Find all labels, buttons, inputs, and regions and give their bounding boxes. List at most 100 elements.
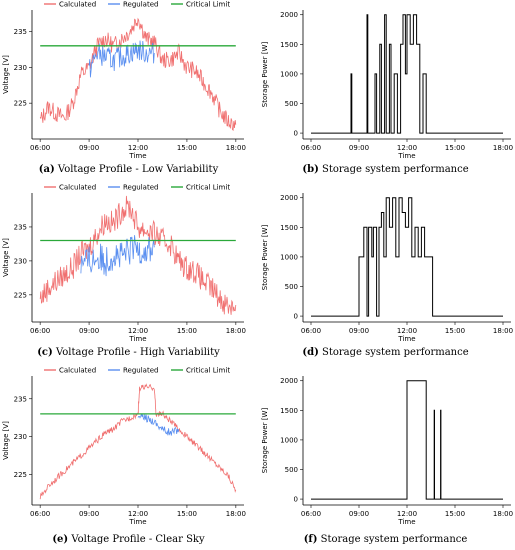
x-tick-label-f-0: 06:00 — [301, 510, 321, 518]
x-tick-label-d-1: 09:00 — [349, 327, 369, 335]
caption-c-text: Voltage Profile - High Variability — [55, 347, 220, 358]
x-tick-label-a-3: 15:00 — [177, 144, 197, 152]
chart-f: 06:00 09:00 12:00 15:00 18:00 0 500 1000 1500 200… — [261, 376, 513, 526]
x-tick-label-e-1: 09:00 — [79, 510, 99, 518]
series-c-regulated — [80, 235, 155, 277]
y-axis-label-f: Storage Power [W] — [261, 408, 269, 474]
x-axis-label-d: Time — [397, 335, 415, 343]
caption-a-letter: (a) — [38, 164, 55, 175]
y-tick-label-d-3: 1500 — [280, 224, 298, 232]
x-tick-label-a-2: 12:00 — [128, 144, 148, 152]
x-axis-label-e: Time — [128, 518, 146, 526]
caption-b: (b) Storage system performance — [257, 164, 514, 175]
y-axis-label-d: Storage Power [W] — [261, 225, 269, 291]
panel-c: 06:00 09:00 12:00 15:00 18:00 225 230 235 Time Vo… — [0, 183, 257, 366]
caption-f-text: Storage system performance — [320, 534, 468, 545]
chart-a: 06:00 09:00 12:00 15:00 18:00 225 230 235 Time Vo… — [2, 1, 246, 161]
x-tick-label-f-2: 12:00 — [397, 510, 417, 518]
caption-b-letter: (b) — [302, 164, 319, 175]
x-tick-label-d-4: 18:00 — [493, 327, 513, 335]
y-tick-label-e-0: 225 — [14, 471, 27, 479]
legend-label-a-2: Critical Limit — [186, 1, 230, 9]
panel-d: 06:00 09:00 12:00 15:00 18:00 0 500 1000 1500 200… — [257, 183, 514, 366]
x-tick-label-d-2: 12:00 — [397, 327, 417, 335]
x-tick-label-c-2: 12:00 — [128, 327, 148, 335]
caption-b-text: Storage system performance — [322, 164, 469, 175]
legend-label-a-0: Calculated — [59, 1, 96, 9]
series-f-storage — [311, 380, 503, 500]
legend-label-c-2: Critical Limit — [186, 184, 230, 192]
caption-a: (a) Voltage Profile - Low Variability — [0, 164, 257, 175]
y-tick-label-d-1: 500 — [285, 283, 298, 291]
caption-c: (c) Voltage Profile - High Variability — [0, 347, 257, 358]
panel-b: 06:00 09:00 12:00 15:00 18:00 0 500 1000 1500 200… — [257, 0, 514, 183]
y-tick-label-f-4: 2000 — [280, 377, 298, 385]
x-tick-label-b-4: 18:00 — [493, 144, 513, 152]
legend-label-a-1: Regulated — [123, 1, 158, 9]
x-tick-label-c-3: 15:00 — [177, 327, 197, 335]
legend-label-e-1: Regulated — [123, 367, 158, 375]
caption-f-letter: (f) — [303, 534, 318, 545]
chart-d: 06:00 09:00 12:00 15:00 18:00 0 500 1000 1500 200… — [261, 193, 513, 343]
x-axis-label-a: Time — [128, 152, 146, 160]
y-tick-label-b-4: 2000 — [280, 11, 298, 19]
panel-a: 06:00 09:00 12:00 15:00 18:00 225 230 235 Time Vo… — [0, 0, 257, 183]
y-axis-label-a: Voltage [V] — [2, 55, 10, 94]
y-tick-label-e-2: 235 — [14, 395, 27, 403]
y-tick-label-d-0: 0 — [294, 313, 298, 321]
y-axis-label-c: Voltage [V] — [2, 238, 10, 277]
x-tick-label-c-0: 06:00 — [30, 327, 50, 335]
y-tick-label-b-2: 1000 — [280, 70, 298, 78]
y-axis-label-e: Voltage [V] — [2, 421, 10, 460]
caption-e: (e) Voltage Profile - Clear Sky — [0, 534, 257, 545]
x-tick-label-f-1: 09:00 — [349, 510, 369, 518]
y-tick-label-e-1: 230 — [14, 433, 27, 441]
y-tick-label-c-1: 230 — [14, 257, 27, 265]
caption-d: (d) Storage system performance — [257, 347, 514, 358]
panel-e: 06:00 09:00 12:00 15:00 18:00 225 230 235 Time Vo… — [0, 366, 257, 549]
y-tick-label-b-0: 0 — [294, 130, 298, 138]
x-axis-label-c: Time — [128, 335, 146, 343]
x-tick-label-b-2: 12:00 — [397, 144, 417, 152]
x-tick-label-a-0: 06:00 — [30, 144, 50, 152]
series-e-calculated — [39, 383, 237, 500]
x-tick-label-d-3: 15:00 — [445, 327, 465, 335]
y-tick-label-f-0: 0 — [294, 496, 298, 504]
y-tick-label-f-1: 500 — [285, 466, 298, 474]
series-a-calculated — [39, 17, 237, 132]
chart-b: 06:00 09:00 12:00 15:00 18:00 0 500 1000 1500 200… — [261, 10, 513, 160]
caption-a-text: Voltage Profile - Low Variability — [57, 164, 219, 175]
x-tick-label-b-3: 15:00 — [445, 144, 465, 152]
legend-label-c-1: Regulated — [123, 184, 158, 192]
chart-e: 06:00 09:00 12:00 15:00 18:00 225 230 235 Time Vo… — [2, 367, 246, 527]
legend-label-e-0: Calculated — [59, 367, 96, 375]
y-tick-label-f-2: 1000 — [280, 436, 298, 444]
x-tick-label-c-4: 18:00 — [226, 327, 246, 335]
caption-d-letter: (d) — [302, 347, 319, 358]
legend-label-c-0: Calculated — [59, 184, 96, 192]
x-tick-label-e-2: 12:00 — [128, 510, 148, 518]
y-tick-label-a-2: 235 — [14, 28, 27, 36]
caption-e-text: Voltage Profile - Clear Sky — [71, 534, 205, 545]
x-tick-label-d-0: 06:00 — [301, 327, 321, 335]
y-tick-label-f-3: 1500 — [280, 407, 298, 415]
x-tick-label-e-0: 06:00 — [30, 510, 50, 518]
series-c-calculated — [39, 195, 237, 315]
x-tick-label-f-3: 15:00 — [445, 510, 465, 518]
y-tick-label-c-0: 225 — [14, 291, 27, 299]
x-tick-label-a-1: 09:00 — [79, 144, 99, 152]
caption-d-text: Storage system performance — [322, 347, 469, 358]
y-tick-label-a-0: 225 — [14, 100, 27, 108]
caption-c-letter: (c) — [37, 347, 53, 358]
caption-e-letter: (e) — [52, 534, 69, 545]
x-axis-label-f: Time — [397, 518, 415, 526]
y-tick-label-b-1: 500 — [285, 100, 298, 108]
series-b-storage — [311, 14, 503, 134]
x-tick-label-c-1: 09:00 — [79, 327, 99, 335]
x-tick-label-e-3: 15:00 — [177, 510, 197, 518]
x-tick-label-f-4: 18:00 — [493, 510, 513, 518]
x-tick-label-b-1: 09:00 — [349, 144, 369, 152]
series-e-regulated — [137, 413, 180, 436]
series-d-storage — [311, 197, 503, 317]
y-tick-label-d-4: 2000 — [280, 194, 298, 202]
